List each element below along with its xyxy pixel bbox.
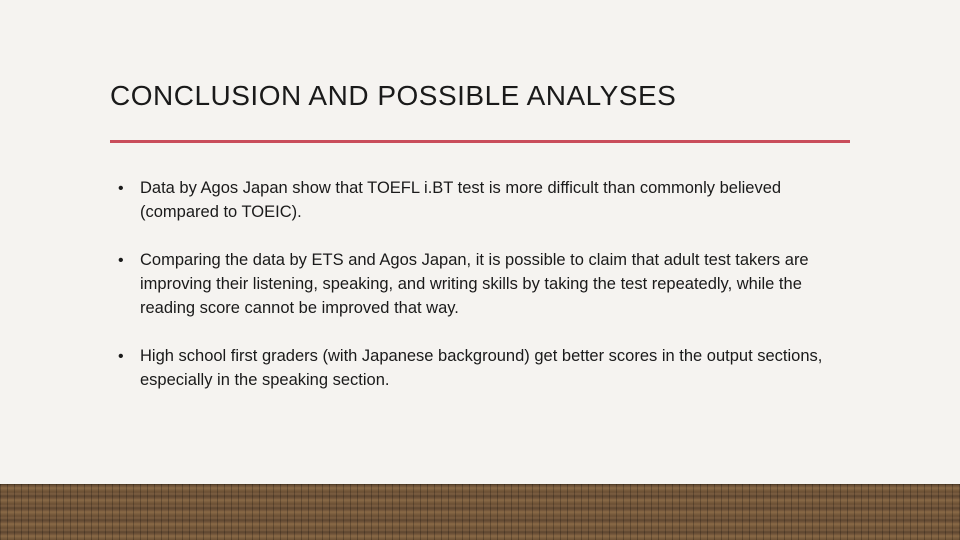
bullet-list: Data by Agos Japan show that TOEFL i.BT … xyxy=(110,177,850,392)
slide-title: CONCLUSION AND POSSIBLE ANALYSES xyxy=(110,80,850,112)
bullet-item: Comparing the data by ETS and Agos Japan… xyxy=(118,249,850,321)
title-divider xyxy=(110,140,850,143)
bullet-item: High school first graders (with Japanese… xyxy=(118,345,850,393)
wood-floor-decoration xyxy=(0,484,960,540)
bullet-item: Data by Agos Japan show that TOEFL i.BT … xyxy=(118,177,850,225)
presentation-slide: CONCLUSION AND POSSIBLE ANALYSES Data by… xyxy=(0,0,960,540)
